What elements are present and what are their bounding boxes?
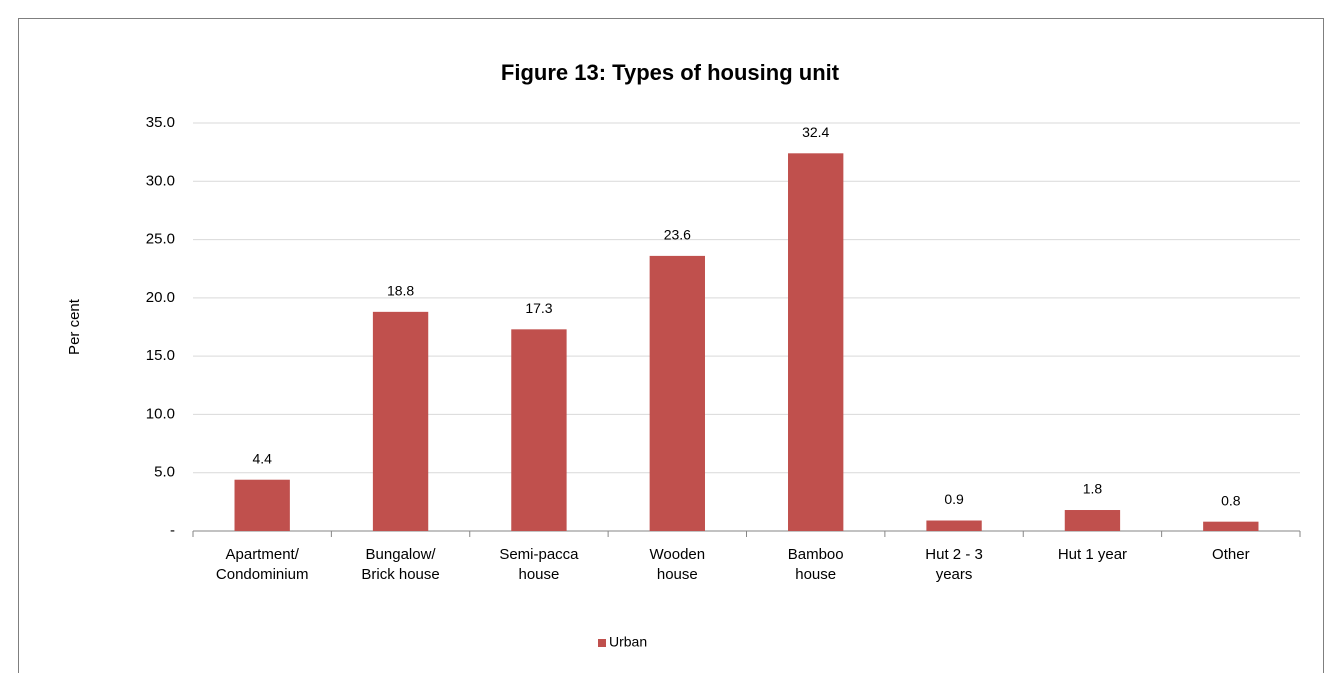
x-tick-label: house — [519, 566, 560, 583]
x-tick-label: Hut 2 - 3 — [925, 546, 983, 563]
x-tick-label: years — [936, 566, 973, 583]
y-tick-label: 5.0 — [154, 464, 175, 481]
bar — [511, 329, 567, 531]
y-tick-label: 15.0 — [146, 347, 175, 364]
y-tick-label: 25.0 — [146, 231, 175, 248]
x-tick-label: Brick house — [361, 566, 439, 583]
x-tick-label: Wooden — [650, 546, 706, 563]
legend-swatch — [598, 639, 606, 647]
data-label: 4.4 — [252, 450, 272, 466]
data-label: 1.8 — [1083, 481, 1103, 497]
y-tick-label: - — [170, 522, 175, 539]
x-tick-label: Apartment/ — [226, 546, 300, 563]
x-tick-label: Bamboo — [788, 546, 844, 563]
x-tick-label: Other — [1212, 546, 1250, 563]
chart-title: Figure 13: Types of housing unit — [501, 60, 840, 85]
y-axis-title: Per cent — [66, 298, 83, 355]
bar — [926, 520, 982, 531]
x-tick-label: Semi-pacca — [499, 546, 579, 563]
legend-label: Urban — [609, 634, 647, 650]
y-tick-label: 30.0 — [146, 172, 175, 189]
bar — [1203, 521, 1259, 531]
x-tick-label: Bungalow/ — [366, 546, 437, 563]
y-tick-label: 10.0 — [146, 405, 175, 422]
x-tick-label: house — [657, 566, 698, 583]
data-label: 18.8 — [387, 283, 414, 299]
y-tick-label: 20.0 — [146, 289, 175, 306]
bar — [788, 153, 844, 531]
bar — [1064, 510, 1121, 531]
x-tick-label: Condominium — [216, 566, 309, 583]
x-tick-label: Hut 1 year — [1058, 546, 1127, 563]
data-label: 0.8 — [1221, 492, 1241, 508]
bar — [234, 479, 290, 531]
bar — [649, 255, 705, 532]
x-tick-label: house — [795, 566, 836, 583]
data-label: 23.6 — [664, 227, 691, 243]
data-label: 32.4 — [802, 124, 829, 140]
bar — [372, 311, 429, 531]
data-label: 0.9 — [944, 491, 964, 507]
y-tick-label: 35.0 — [146, 114, 175, 131]
data-label: 17.3 — [525, 300, 552, 316]
